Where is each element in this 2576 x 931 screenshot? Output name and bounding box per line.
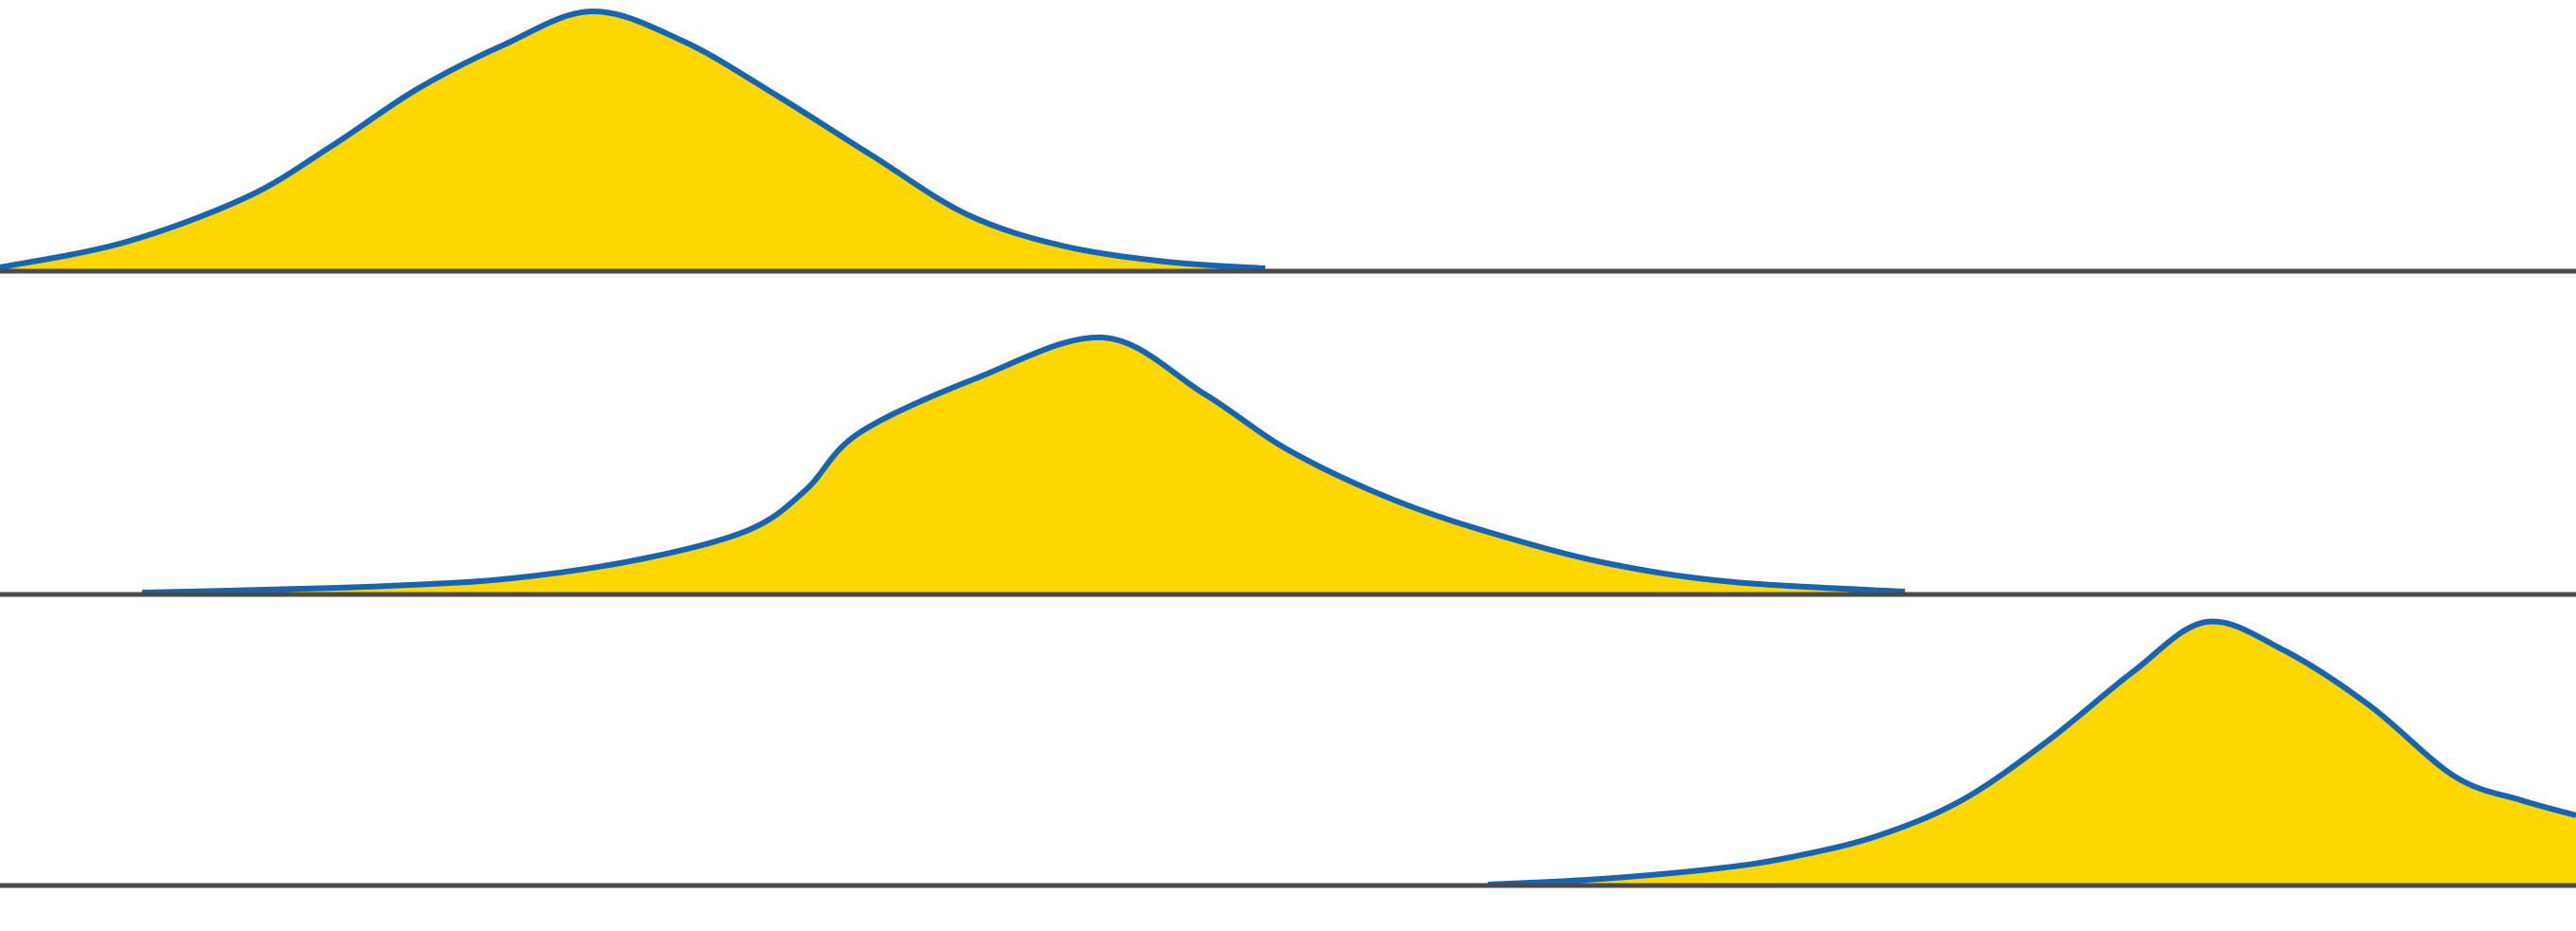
ridge-1-fill — [0, 10, 1265, 271]
ridge-2-fill — [142, 337, 1905, 594]
ridge-2-outline — [141, 334, 1906, 595]
ridge-3-outline — [1487, 618, 2576, 887]
ridge-1-outline — [0, 8, 1266, 271]
